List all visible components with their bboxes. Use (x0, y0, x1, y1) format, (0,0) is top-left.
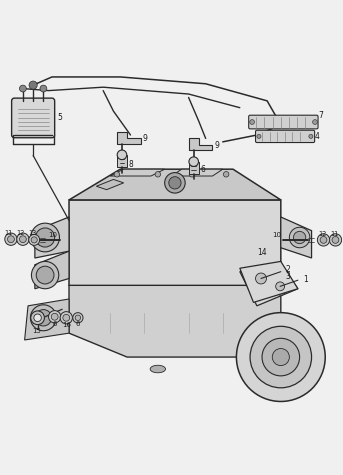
Text: 6: 6 (52, 321, 57, 327)
Text: 10: 10 (48, 232, 58, 238)
Circle shape (317, 234, 330, 246)
Circle shape (117, 150, 127, 160)
Text: 11: 11 (4, 230, 12, 237)
Circle shape (31, 237, 37, 243)
Circle shape (165, 172, 185, 193)
Circle shape (32, 261, 59, 289)
Circle shape (36, 266, 54, 284)
Text: 2: 2 (286, 266, 291, 275)
Circle shape (31, 305, 56, 331)
Circle shape (256, 276, 268, 288)
Polygon shape (117, 155, 127, 168)
FancyBboxPatch shape (12, 98, 55, 138)
Circle shape (257, 134, 261, 138)
Circle shape (289, 227, 310, 248)
Circle shape (75, 315, 81, 321)
Text: 14: 14 (257, 248, 267, 257)
Text: 12: 12 (319, 231, 327, 237)
Polygon shape (35, 251, 69, 289)
Circle shape (223, 171, 229, 177)
FancyBboxPatch shape (256, 130, 315, 142)
Polygon shape (96, 180, 124, 190)
Circle shape (17, 233, 29, 246)
Circle shape (36, 228, 55, 247)
Circle shape (60, 312, 72, 324)
Text: 6: 6 (201, 165, 205, 174)
Circle shape (236, 313, 325, 401)
Circle shape (34, 314, 42, 322)
Circle shape (262, 338, 299, 376)
Circle shape (294, 231, 306, 244)
Circle shape (189, 157, 199, 166)
Circle shape (309, 134, 313, 138)
Circle shape (256, 273, 267, 284)
Text: 3: 3 (285, 272, 290, 281)
Circle shape (250, 120, 255, 124)
Polygon shape (110, 169, 165, 176)
Text: 16: 16 (62, 322, 71, 328)
Text: 9: 9 (142, 134, 147, 143)
Circle shape (332, 237, 339, 243)
Circle shape (320, 237, 327, 243)
Polygon shape (35, 217, 69, 258)
Polygon shape (69, 200, 281, 313)
Text: 9: 9 (214, 141, 219, 150)
Text: 11: 11 (331, 231, 339, 237)
Ellipse shape (150, 365, 166, 373)
Circle shape (29, 81, 37, 89)
Text: 6: 6 (76, 321, 80, 327)
Circle shape (251, 269, 259, 277)
Text: 7: 7 (318, 111, 323, 120)
Polygon shape (189, 138, 213, 151)
Circle shape (276, 282, 285, 291)
Circle shape (312, 120, 317, 124)
Circle shape (31, 311, 45, 324)
Circle shape (169, 177, 181, 189)
Text: 13: 13 (28, 230, 37, 237)
Circle shape (276, 285, 286, 295)
Text: 15: 15 (32, 328, 41, 334)
Polygon shape (240, 261, 298, 303)
Circle shape (189, 171, 195, 177)
Circle shape (329, 234, 342, 246)
Circle shape (40, 85, 47, 92)
Circle shape (20, 236, 26, 243)
Circle shape (5, 233, 17, 246)
Circle shape (29, 235, 40, 246)
Circle shape (48, 311, 61, 323)
Text: 12: 12 (16, 230, 24, 237)
Text: 4: 4 (315, 132, 320, 141)
Circle shape (51, 314, 58, 320)
Polygon shape (172, 169, 223, 176)
Text: 1: 1 (303, 275, 308, 284)
Polygon shape (69, 169, 281, 200)
Polygon shape (189, 162, 199, 174)
Circle shape (73, 313, 83, 323)
Polygon shape (69, 285, 281, 357)
Polygon shape (25, 299, 69, 340)
Circle shape (63, 314, 70, 321)
Polygon shape (117, 132, 141, 143)
Polygon shape (240, 265, 298, 306)
Circle shape (8, 236, 14, 243)
Text: 10: 10 (272, 232, 281, 238)
FancyBboxPatch shape (249, 115, 318, 129)
Text: 8: 8 (129, 160, 133, 169)
Text: 5: 5 (57, 114, 62, 123)
Circle shape (20, 85, 26, 92)
Circle shape (31, 223, 59, 252)
Circle shape (272, 349, 289, 366)
Circle shape (155, 171, 161, 177)
Polygon shape (281, 217, 311, 258)
Circle shape (114, 171, 120, 177)
Circle shape (250, 326, 311, 388)
Circle shape (35, 310, 51, 326)
